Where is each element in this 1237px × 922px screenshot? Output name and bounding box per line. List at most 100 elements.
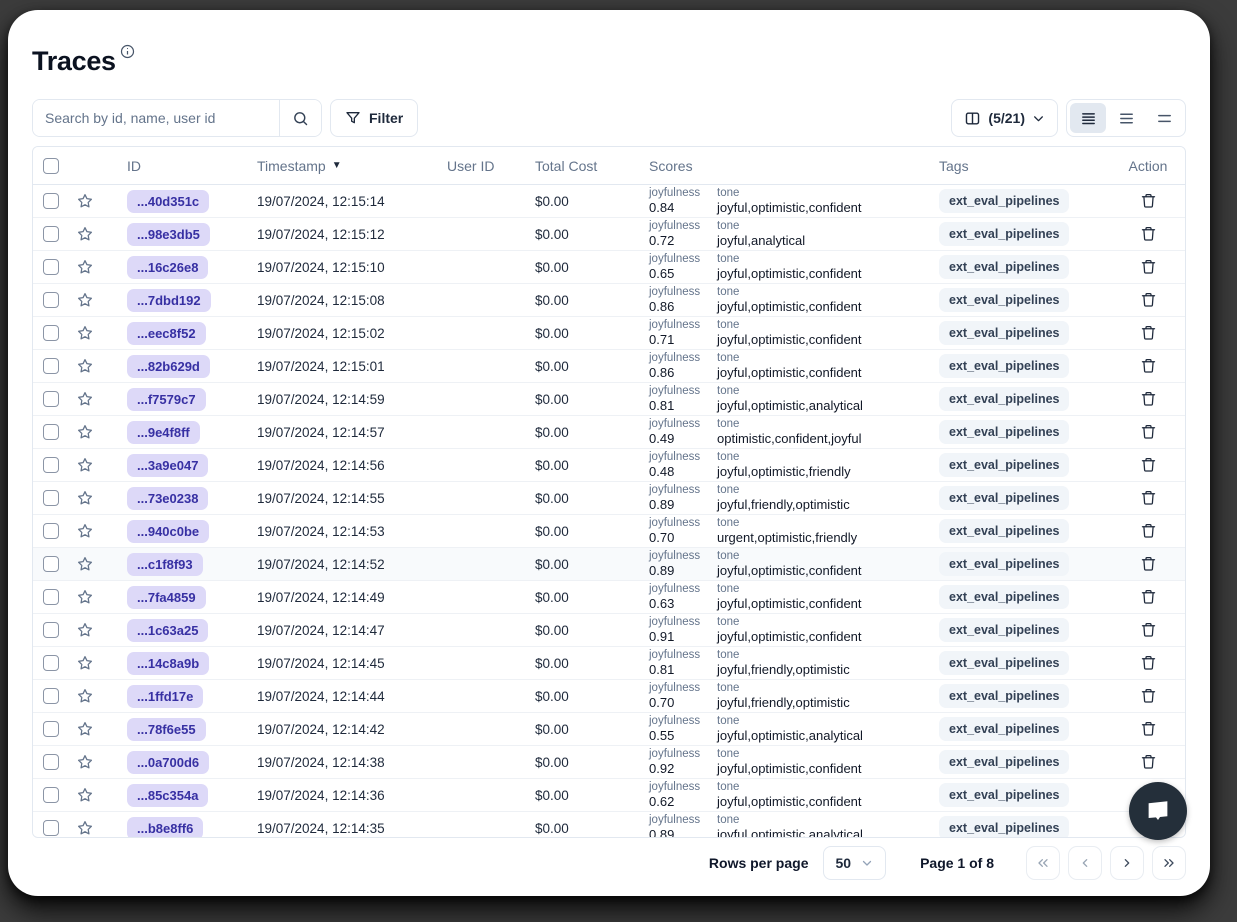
tag-badge[interactable]: ext_eval_pipelines [939,255,1070,279]
star-icon[interactable] [76,753,94,771]
table-row[interactable]: ...940c0be 19/07/2024, 12:14:53 $0.00 jo… [33,515,1185,548]
star-icon[interactable] [76,555,94,573]
rows-per-page-select[interactable]: 50 [822,846,887,880]
row-checkbox[interactable] [43,820,59,836]
header-timestamp[interactable]: Timestamp ▼ [257,157,342,174]
star-icon[interactable] [76,489,94,507]
trace-id-badge[interactable]: ...b8e8ff6 [127,816,204,837]
star-icon[interactable] [76,720,94,738]
tag-badge[interactable]: ext_eval_pipelines [939,387,1070,411]
last-page-button[interactable] [1152,846,1186,880]
star-icon[interactable] [76,423,94,441]
row-checkbox[interactable] [43,325,59,341]
table-row[interactable]: ...85c354a 19/07/2024, 12:14:36 $0.00 jo… [33,779,1185,812]
header-tags[interactable]: Tags [939,157,969,174]
trash-icon[interactable] [1140,324,1157,342]
trash-icon[interactable] [1140,753,1157,771]
tag-badge[interactable]: ext_eval_pipelines [939,750,1070,774]
row-height-compact-button[interactable] [1070,103,1106,133]
trace-id-badge[interactable]: ...16c26e8 [127,255,209,279]
row-checkbox[interactable] [43,226,59,242]
tag-badge[interactable]: ext_eval_pipelines [939,486,1070,510]
trash-icon[interactable] [1140,489,1157,507]
trace-id-badge[interactable]: ...85c354a [127,783,209,807]
star-icon[interactable] [76,192,94,210]
header-scores[interactable]: Scores [649,157,693,174]
row-checkbox[interactable] [43,589,59,605]
header-user-id[interactable]: User ID [447,157,495,174]
trash-icon[interactable] [1140,291,1157,309]
trace-id-badge[interactable]: ...14c8a9b [127,651,210,675]
trash-icon[interactable] [1140,192,1157,210]
tag-badge[interactable]: ext_eval_pipelines [939,222,1070,246]
row-checkbox[interactable] [43,358,59,374]
star-icon[interactable] [76,786,94,804]
star-icon[interactable] [76,258,94,276]
trash-icon[interactable] [1140,456,1157,474]
row-checkbox[interactable] [43,688,59,704]
header-total-cost[interactable]: Total Cost [535,157,598,174]
table-row[interactable]: ...78f6e55 19/07/2024, 12:14:42 $0.00 jo… [33,713,1185,746]
tag-badge[interactable]: ext_eval_pipelines [939,354,1070,378]
tag-badge[interactable]: ext_eval_pipelines [939,651,1070,675]
trace-id-badge[interactable]: ...40d351c [127,189,210,213]
table-row[interactable]: ...73e0238 19/07/2024, 12:14:55 $0.00 jo… [33,482,1185,515]
trace-id-badge[interactable]: ...78f6e55 [127,717,206,741]
trace-id-badge[interactable]: ...1c63a25 [127,618,209,642]
trace-id-badge[interactable]: ...f7579c7 [127,387,206,411]
tag-badge[interactable]: ext_eval_pipelines [939,585,1070,609]
row-checkbox[interactable] [43,424,59,440]
previous-page-button[interactable] [1068,846,1102,880]
row-height-tall-button[interactable] [1146,103,1182,133]
tag-badge[interactable]: ext_eval_pipelines [939,321,1070,345]
star-icon[interactable] [76,324,94,342]
table-row[interactable]: ...98e3db5 19/07/2024, 12:15:12 $0.00 jo… [33,218,1185,251]
next-page-button[interactable] [1110,846,1144,880]
select-all-checkbox[interactable] [43,157,59,174]
table-row[interactable]: ...1ffd17e 19/07/2024, 12:14:44 $0.00 jo… [33,680,1185,713]
trash-icon[interactable] [1140,687,1157,705]
trace-id-badge[interactable]: ...1ffd17e [127,684,204,708]
tag-badge[interactable]: ext_eval_pipelines [939,519,1070,543]
trash-icon[interactable] [1140,555,1157,573]
star-icon[interactable] [76,291,94,309]
search-icon[interactable] [279,100,321,136]
row-checkbox[interactable] [43,523,59,539]
row-checkbox[interactable] [43,193,59,209]
tag-badge[interactable]: ext_eval_pipelines [939,189,1070,213]
row-checkbox[interactable] [43,259,59,275]
row-checkbox[interactable] [43,622,59,638]
row-checkbox[interactable] [43,391,59,407]
row-checkbox[interactable] [43,490,59,506]
star-icon[interactable] [76,654,94,672]
table-row[interactable]: ...82b629d 19/07/2024, 12:15:01 $0.00 jo… [33,350,1185,383]
row-checkbox[interactable] [43,556,59,572]
table-row[interactable]: ...eec8f52 19/07/2024, 12:15:02 $0.00 jo… [33,317,1185,350]
trace-id-badge[interactable]: ...940c0be [127,519,210,543]
row-checkbox[interactable] [43,754,59,770]
trace-id-badge[interactable]: ...9e4f8ff [127,420,200,444]
chat-widget-button[interactable] [1129,782,1187,840]
info-icon[interactable] [120,44,135,59]
table-row[interactable]: ...3a9e047 19/07/2024, 12:14:56 $0.00 jo… [33,449,1185,482]
trace-id-badge[interactable]: ...82b629d [127,354,210,378]
star-icon[interactable] [76,522,94,540]
table-row[interactable]: ...16c26e8 19/07/2024, 12:15:10 $0.00 jo… [33,251,1185,284]
tag-badge[interactable]: ext_eval_pipelines [939,717,1070,741]
trash-icon[interactable] [1140,423,1157,441]
trash-icon[interactable] [1140,258,1157,276]
star-icon[interactable] [76,357,94,375]
star-icon[interactable] [76,819,94,837]
star-icon[interactable] [76,621,94,639]
star-icon[interactable] [76,456,94,474]
trace-id-badge[interactable]: ...73e0238 [127,486,209,510]
header-id[interactable]: ID [127,157,141,174]
first-page-button[interactable] [1026,846,1060,880]
trace-id-badge[interactable]: ...3a9e047 [127,453,209,477]
row-height-medium-button[interactable] [1108,103,1144,133]
trash-icon[interactable] [1140,654,1157,672]
search-input[interactable] [33,100,279,136]
table-row[interactable]: ...0a700d6 19/07/2024, 12:14:38 $0.00 jo… [33,746,1185,779]
table-row[interactable]: ...7fa4859 19/07/2024, 12:14:49 $0.00 jo… [33,581,1185,614]
table-row[interactable]: ...1c63a25 19/07/2024, 12:14:47 $0.00 jo… [33,614,1185,647]
